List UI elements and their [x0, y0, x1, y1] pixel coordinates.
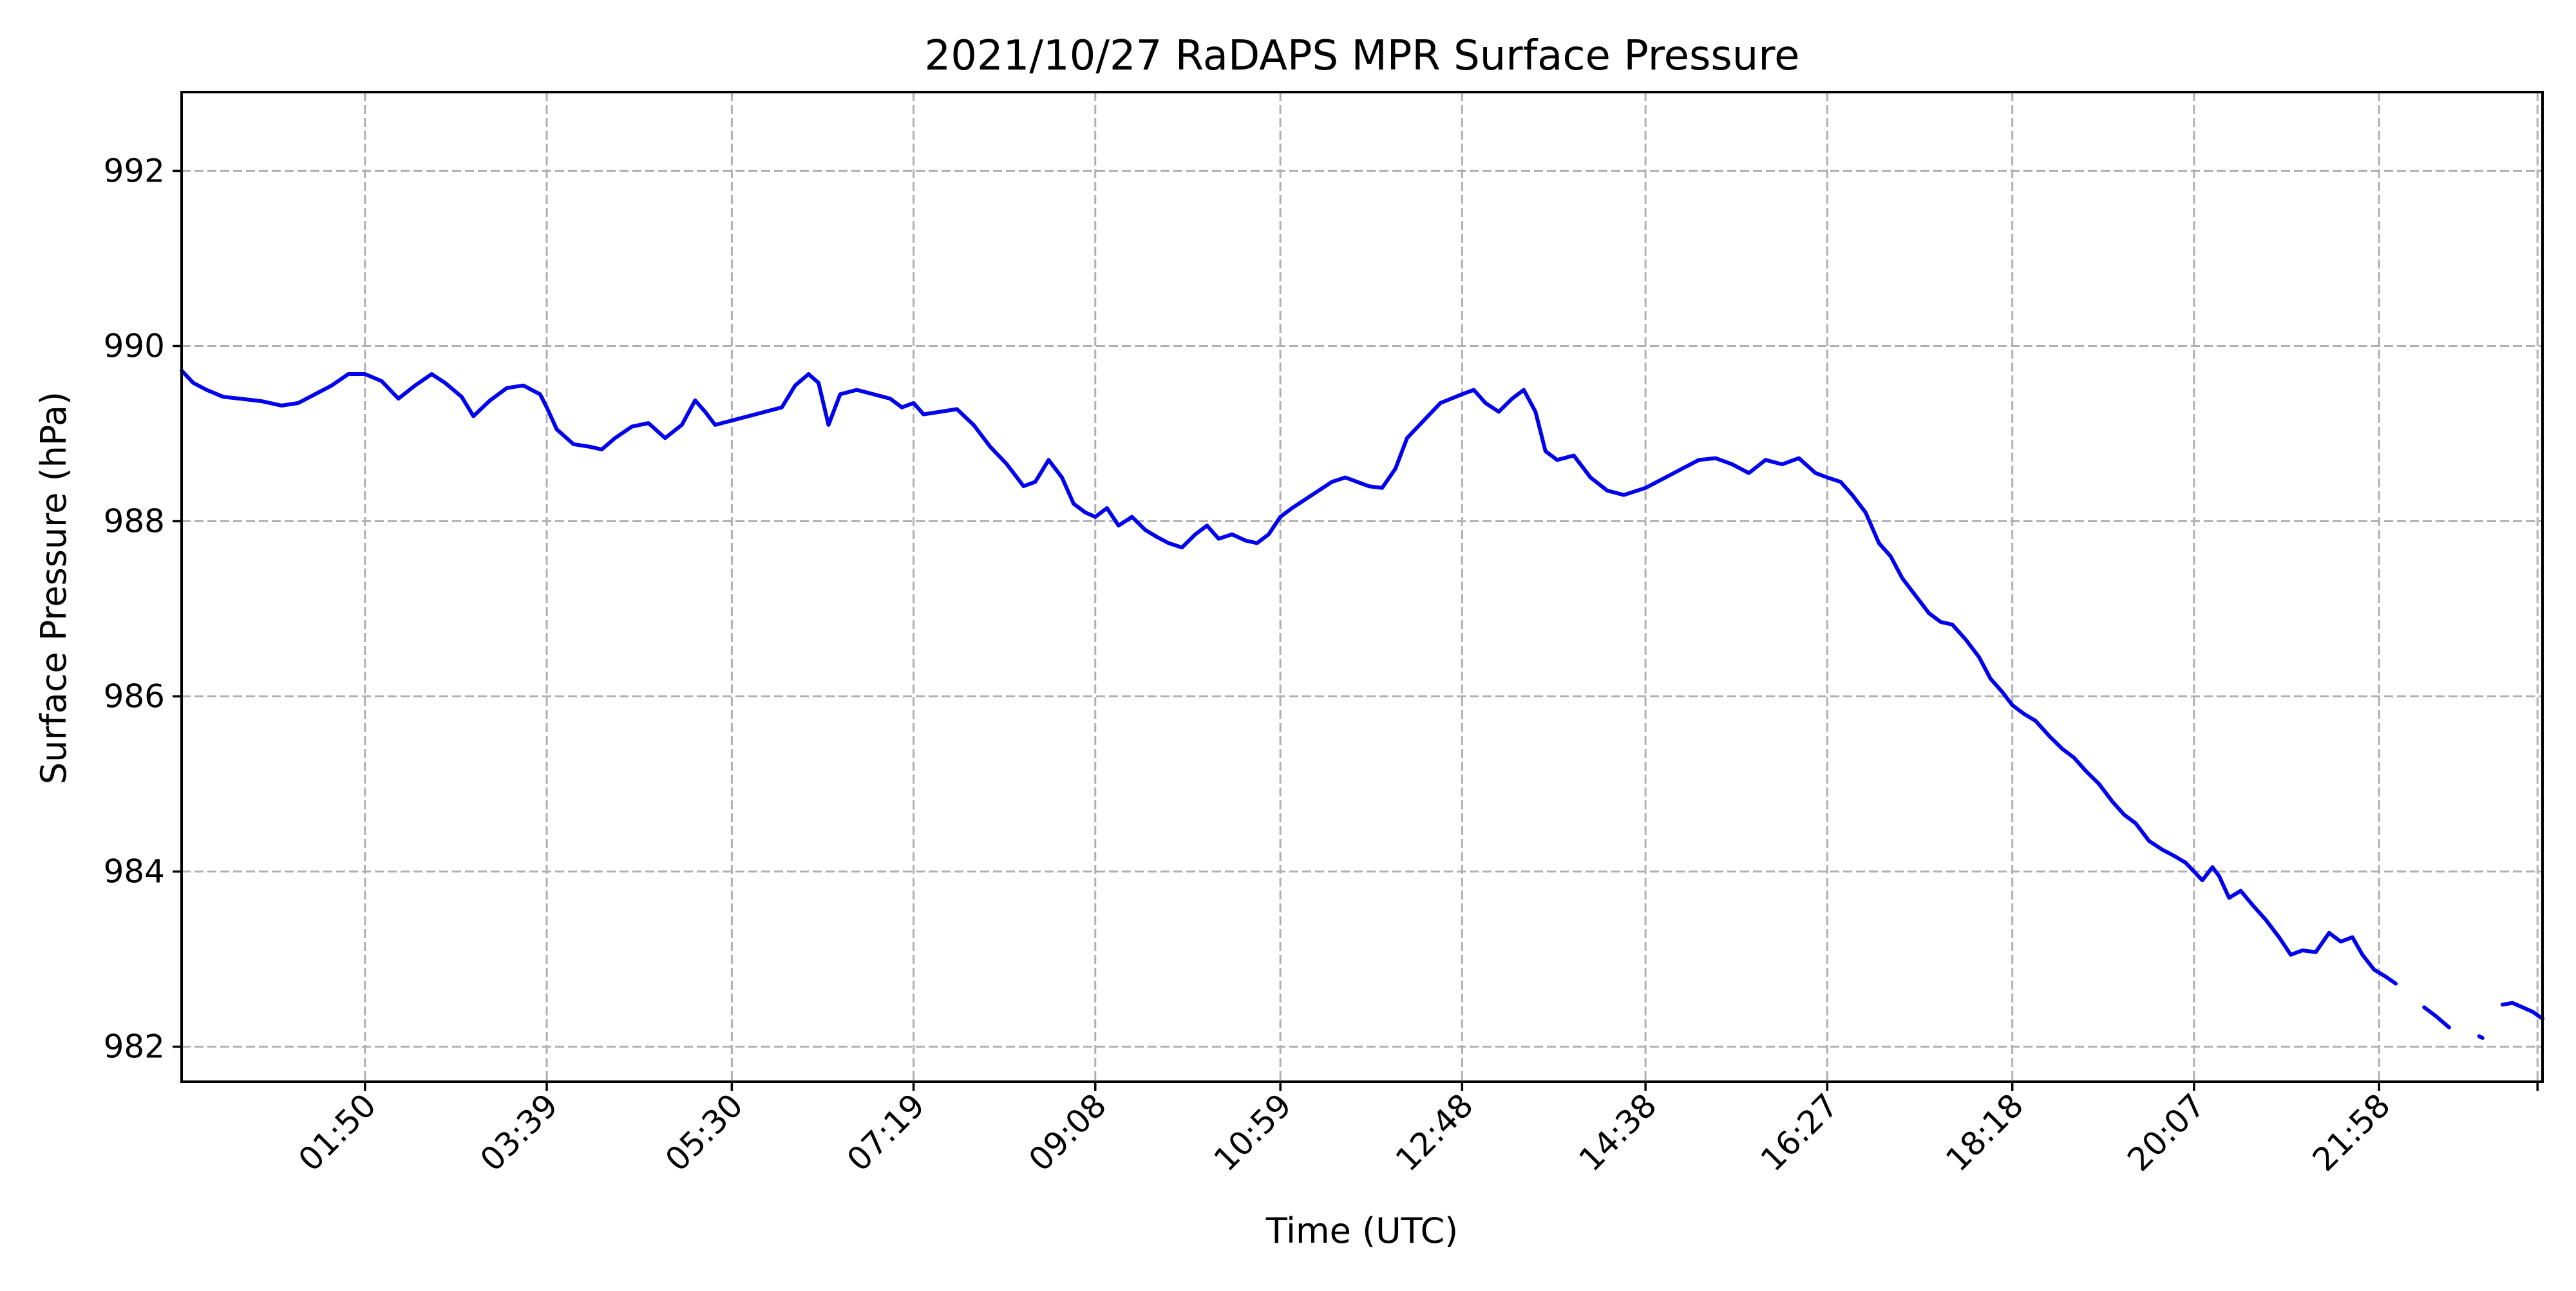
series-line: [180, 368, 2398, 986]
y-tick-label: 990: [104, 327, 165, 364]
y-tick-label: 982: [104, 1028, 165, 1066]
y-tick-label: 988: [104, 502, 165, 540]
grid-layer: [182, 92, 2543, 1082]
series-line: [2422, 1005, 2451, 1030]
series-layer: [180, 368, 2544, 1040]
plot-frame: [180, 91, 2544, 1083]
x-axis-label: Time (UTC): [1265, 1211, 1459, 1251]
y-axis-label: Surface Pressure (hPa): [33, 391, 74, 784]
chart-title: 2021/10/27 RaDAPS MPR Surface Pressure: [924, 32, 1799, 80]
series-line: [2500, 1001, 2544, 1021]
y-tick-label: 986: [104, 678, 165, 715]
y-tick-label: 984: [104, 853, 165, 891]
series-line: [2477, 1034, 2485, 1040]
y-tick-label: 992: [104, 152, 165, 189]
